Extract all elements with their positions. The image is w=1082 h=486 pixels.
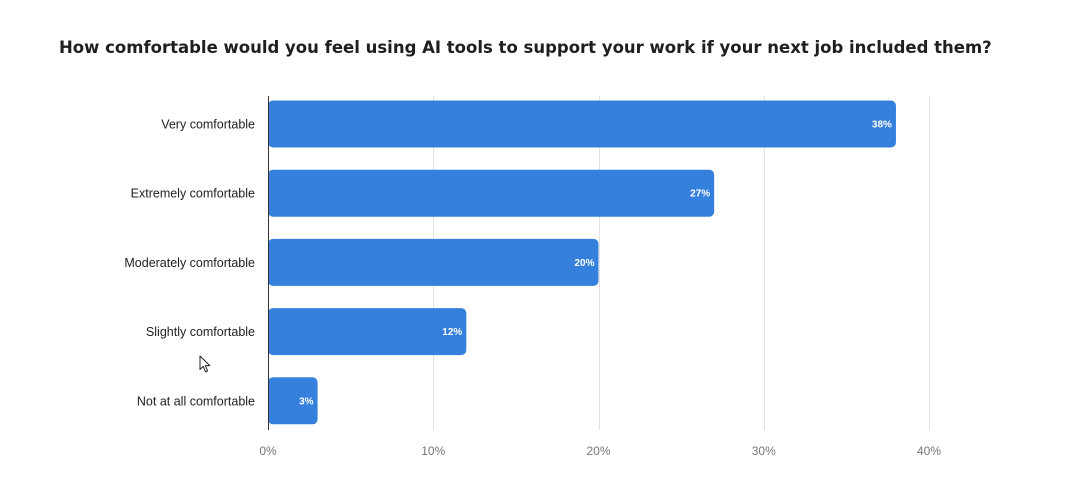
x-tick-label: 20% [586,444,610,458]
bar [268,377,318,425]
x-tick-label: 40% [917,444,941,458]
mouse-pointer-icon [199,355,211,373]
data-label: 12% [442,327,462,338]
category-label: Not at all comfortable [137,394,255,408]
x-tick-label: 30% [752,444,776,458]
data-label: 20% [574,258,594,269]
category-label: Moderately comfortable [124,256,255,270]
category-label: Slightly comfortable [146,325,255,339]
x-tick-label: 10% [421,444,445,458]
data-label: 3% [299,396,314,407]
category-label: Extremely comfortable [131,187,255,201]
data-label: 27% [690,189,710,200]
data-label: 38% [872,120,892,131]
chart-title: How comfortable would you feel using AI … [59,38,992,57]
category-labels: Very comfortable Extremely comfortable Mod… [124,118,255,409]
x-tick-label: 0% [259,444,277,458]
category-label: Very comfortable [161,118,255,132]
bar [268,308,467,356]
data-labels: 38% 27% 20% 12% 3% [299,120,892,408]
bar [268,238,599,286]
bars [268,100,896,425]
bar [268,100,896,148]
bar [268,169,715,217]
x-tick-labels: 0% 10% 20% 30% 40% [259,444,941,458]
